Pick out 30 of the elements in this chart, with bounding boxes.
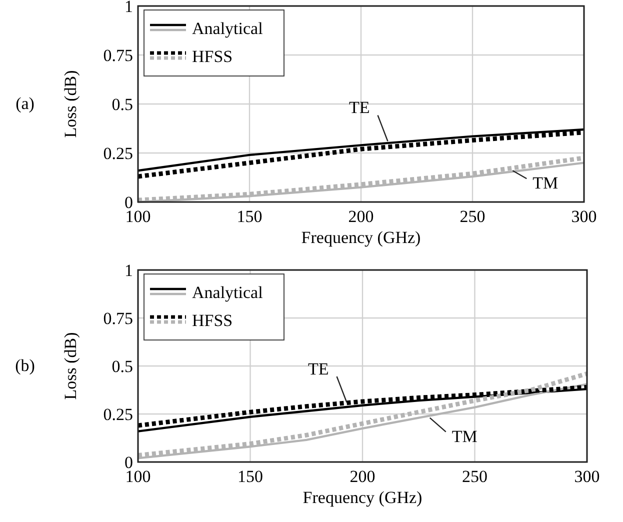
x-axis-title: Frequency (GHz) (301, 228, 421, 247)
y-tick-label: 0.25 (103, 144, 133, 163)
y-tick-label: 0.25 (103, 405, 133, 424)
x-tick-label: 150 (238, 467, 263, 486)
x-tick-label: 300 (574, 467, 600, 486)
annotation: TE (308, 359, 329, 378)
x-tick-label: 300 (571, 207, 597, 226)
y-axis-title: Loss (dB) (61, 332, 80, 400)
annotation: TM (532, 174, 558, 193)
x-tick-label: 200 (350, 467, 376, 486)
x-tick-label: 250 (460, 207, 486, 226)
legend-label: HFSS (192, 311, 233, 330)
text: (b) (15, 356, 35, 375)
y-tick-label: 1 (124, 0, 133, 16)
x-axis-title: Frequency (GHz) (302, 488, 422, 507)
x-tick-label: 150 (236, 207, 262, 226)
y-tick-label: 0.75 (103, 309, 133, 328)
text: (a) (16, 94, 34, 113)
annotation: TE (348, 98, 370, 118)
legend-label: HFSS (192, 47, 233, 66)
annotation: TM (452, 426, 478, 446)
y-tick-label: 0.75 (103, 46, 133, 65)
y-tick-label: 0.5 (112, 357, 133, 376)
y-tick-label: 0.5 (112, 95, 133, 114)
x-tick-label: 250 (462, 467, 488, 486)
legend-label: Analytical (192, 283, 264, 302)
y-axis-title: Loss (dB) (61, 70, 80, 138)
y-tick-label: 1 (124, 261, 133, 280)
x-tick-label: 200 (348, 207, 374, 226)
legend-label: Analytical (192, 19, 264, 38)
